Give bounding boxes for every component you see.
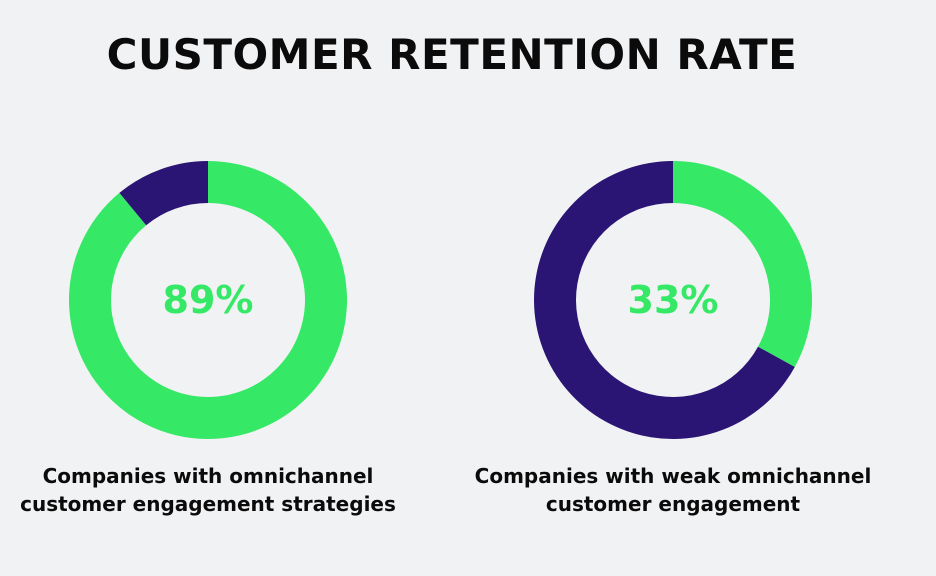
caption-omnichannel: Companies with omnichannel customer enga… bbox=[0, 462, 428, 518]
page-title: CUSTOMER RETENTION RATE bbox=[106, 30, 798, 79]
caption-line: customer engagement bbox=[545, 492, 801, 516]
donut-svg bbox=[68, 161, 348, 440]
donut-segment-value bbox=[673, 161, 812, 367]
donut-segment-value bbox=[68, 161, 348, 440]
donut-segment-remainder bbox=[119, 161, 208, 226]
caption-weak-omnichannel: Companies with weak omnichannel customer… bbox=[453, 462, 893, 518]
caption-line: Companies with weak omnichannel bbox=[474, 464, 872, 488]
caption-line: Companies with omnichannel bbox=[42, 464, 374, 488]
caption-line: customer engagement strategies bbox=[20, 492, 396, 516]
donut-chart-omnichannel: 89% bbox=[68, 160, 348, 440]
center-percentage-label: 33% bbox=[627, 278, 719, 322]
donut-segment-remainder bbox=[534, 161, 795, 439]
donut-svg bbox=[534, 161, 812, 439]
center-percentage-label: 89% bbox=[162, 278, 254, 322]
donut-chart-weak-omnichannel: 33% bbox=[533, 160, 813, 440]
